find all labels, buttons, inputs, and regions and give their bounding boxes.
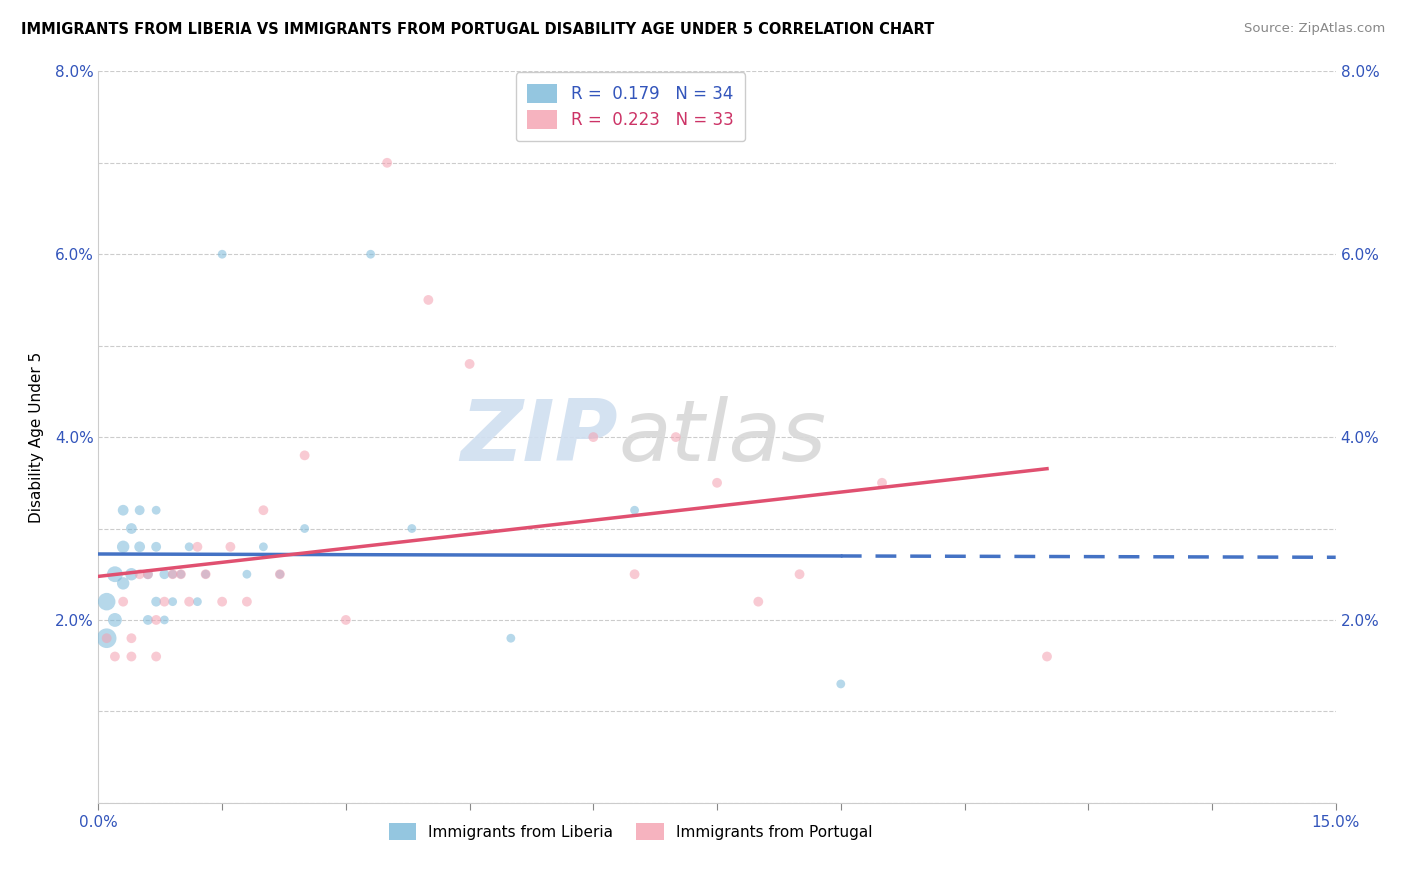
Point: [145, 540, 167, 554]
Point: [252, 540, 274, 554]
Point: [294, 449, 316, 463]
Point: [179, 595, 201, 609]
Point: [162, 567, 184, 582]
Point: [112, 503, 135, 517]
Point: [194, 567, 217, 582]
Point: [582, 430, 605, 444]
Point: [145, 503, 167, 517]
Point: [211, 247, 233, 261]
Point: [623, 503, 645, 517]
Point: [162, 567, 184, 582]
Point: [186, 595, 208, 609]
Point: [145, 649, 167, 664]
Point: [236, 567, 259, 582]
Point: [120, 567, 142, 582]
Point: [153, 613, 176, 627]
Point: [104, 567, 127, 582]
Point: [789, 567, 811, 582]
Point: [112, 595, 135, 609]
Point: [294, 521, 316, 535]
Point: [375, 155, 398, 169]
Point: [104, 613, 127, 627]
Point: [112, 576, 135, 591]
Point: [335, 613, 357, 627]
Point: [236, 595, 259, 609]
Point: [219, 540, 242, 554]
Point: [623, 567, 645, 582]
Point: [162, 595, 184, 609]
Text: atlas: atlas: [619, 395, 827, 479]
Point: [128, 567, 150, 582]
Point: [96, 632, 118, 646]
Point: [211, 595, 233, 609]
Legend: Immigrants from Liberia, Immigrants from Portugal: Immigrants from Liberia, Immigrants from…: [382, 816, 879, 847]
Point: [112, 540, 135, 554]
Point: [120, 649, 142, 664]
Point: [145, 595, 167, 609]
Point: [145, 613, 167, 627]
Point: [136, 567, 159, 582]
Point: [747, 595, 769, 609]
Point: [128, 540, 150, 554]
Point: [153, 567, 176, 582]
Point: [870, 475, 893, 490]
Text: Source: ZipAtlas.com: Source: ZipAtlas.com: [1244, 22, 1385, 36]
Y-axis label: Disability Age Under 5: Disability Age Under 5: [28, 351, 44, 523]
Point: [186, 540, 208, 554]
Point: [418, 293, 440, 307]
Point: [96, 632, 118, 646]
Text: ZIP: ZIP: [460, 395, 619, 479]
Point: [120, 632, 142, 646]
Point: [252, 503, 274, 517]
Point: [120, 521, 142, 535]
Point: [136, 567, 159, 582]
Point: [136, 613, 159, 627]
Point: [170, 567, 193, 582]
Point: [128, 503, 150, 517]
Point: [458, 357, 481, 371]
Text: IMMIGRANTS FROM LIBERIA VS IMMIGRANTS FROM PORTUGAL DISABILITY AGE UNDER 5 CORRE: IMMIGRANTS FROM LIBERIA VS IMMIGRANTS FR…: [21, 22, 935, 37]
Point: [269, 567, 291, 582]
Point: [170, 567, 193, 582]
Point: [104, 649, 127, 664]
Point: [401, 521, 423, 535]
Point: [179, 540, 201, 554]
Point: [153, 595, 176, 609]
Point: [830, 677, 852, 691]
Point: [499, 632, 522, 646]
Point: [96, 595, 118, 609]
Point: [706, 475, 728, 490]
Point: [665, 430, 688, 444]
Point: [360, 247, 382, 261]
Point: [194, 567, 217, 582]
Point: [269, 567, 291, 582]
Point: [1036, 649, 1059, 664]
